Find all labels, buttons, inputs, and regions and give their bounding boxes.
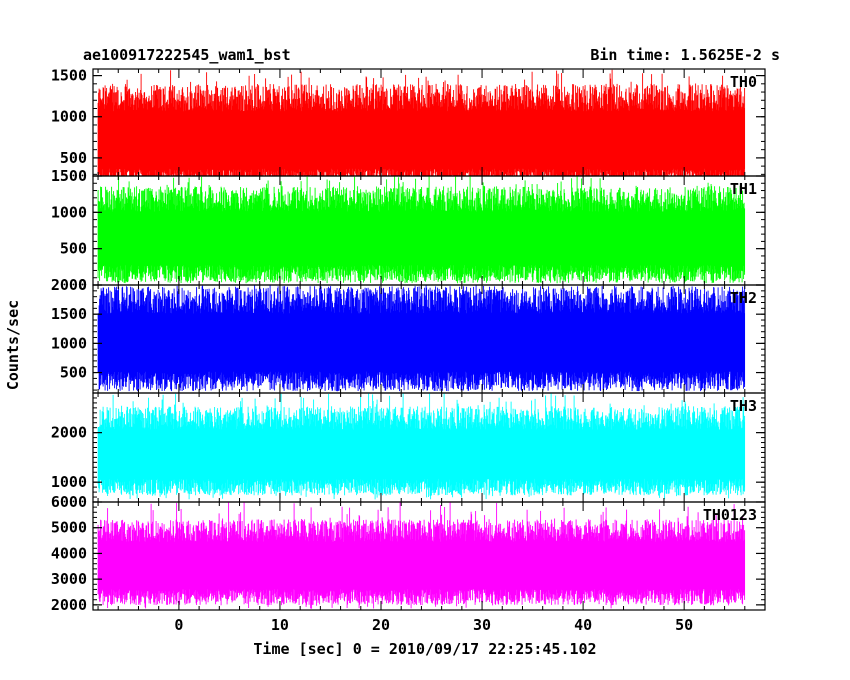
y-tick-label: 1500 xyxy=(51,167,87,185)
series-th1 xyxy=(97,176,746,284)
y-tick-label: 500 xyxy=(60,240,87,258)
y-tick-label: 1000 xyxy=(51,473,87,491)
x-tick-label: 10 xyxy=(271,616,289,634)
panel-label: TH0 xyxy=(730,73,757,91)
panel-th2: TH2 500 1000 1500 2000 xyxy=(51,276,766,394)
y-tick-label: 5000 xyxy=(51,519,87,537)
panel-label: TH0123 xyxy=(703,506,757,524)
y-tick-label: 2000 xyxy=(51,596,87,614)
series-th0 xyxy=(97,69,746,176)
panel-label: TH2 xyxy=(730,289,757,307)
y-tick-label: 6000 xyxy=(51,493,87,511)
series-line-th1 xyxy=(97,176,746,284)
series-th0123 xyxy=(97,502,746,609)
series-th2 xyxy=(97,285,746,392)
panels-group: TH050010001500TH1050010001500TH250010001… xyxy=(51,67,766,634)
y-axis-label: Counts/sec xyxy=(4,300,22,390)
panel-label: TH3 xyxy=(730,397,757,415)
y-tick-label: 1000 xyxy=(51,203,87,221)
chart-title-right: Bin time: 1.5625E-2 s xyxy=(590,46,780,64)
x-axis-label: Time [sec] 0 = 2010/09/17 22:25:45.102 xyxy=(253,640,596,658)
y-tick-label: 3000 xyxy=(51,570,87,588)
y-tick-label: 1000 xyxy=(51,334,87,352)
y-tick-label: 1500 xyxy=(51,305,87,323)
chart-title-left: ae100917222545_wam1_bst xyxy=(83,46,291,64)
series-th3 xyxy=(97,393,746,500)
y-tick-label: 2000 xyxy=(51,276,87,294)
y-tick-label: 0 xyxy=(78,276,87,294)
y-tick-label: 2000 xyxy=(51,424,87,442)
x-tick-label: 50 xyxy=(675,616,693,634)
series-line-th2 xyxy=(97,285,746,392)
x-tick-label: 40 xyxy=(574,616,592,634)
panel-th3: TH3 1000 2000 xyxy=(51,392,766,503)
y-tick-label: 1500 xyxy=(51,67,87,85)
x-tick-label: 30 xyxy=(473,616,491,634)
y-tick-label: 4000 xyxy=(51,544,87,562)
panel-frame xyxy=(92,501,766,611)
series-line-th0 xyxy=(97,69,746,176)
y-tick-label: 500 xyxy=(60,364,87,382)
panel-th0: TH0 500 1000 1500 xyxy=(51,67,766,177)
series-line-th3 xyxy=(97,393,746,500)
x-tick-label: 20 xyxy=(372,616,390,634)
y-tick-label: 500 xyxy=(60,149,87,167)
series-line-th0123 xyxy=(97,502,746,609)
y-tick-label: 1000 xyxy=(51,108,87,126)
panel-th0123: TH0123 2000 3000 4000 5000 6000 xyxy=(51,493,766,614)
x-tick-label: 0 xyxy=(174,616,183,634)
panel-label: TH1 xyxy=(730,180,757,198)
panel-th1: TH1 0 500 1000 1500 xyxy=(51,167,766,294)
